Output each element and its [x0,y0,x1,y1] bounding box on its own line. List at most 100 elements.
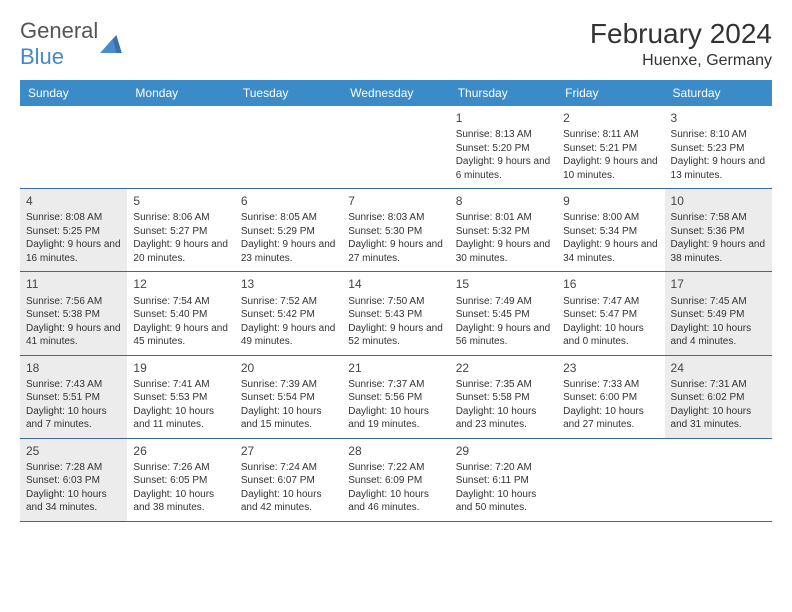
day-cell: 29Sunrise: 7:20 AMSunset: 6:11 PMDayligh… [450,439,557,521]
day-cell: 23Sunrise: 7:33 AMSunset: 6:00 PMDayligh… [557,356,664,438]
day-cell: 25Sunrise: 7:28 AMSunset: 6:03 PMDayligh… [20,439,127,521]
day-detail-line: Daylight: 10 hours and 11 minutes. [133,405,228,432]
day-cell: 21Sunrise: 7:37 AMSunset: 5:56 PMDayligh… [342,356,449,438]
day-detail-line: Daylight: 9 hours and 56 minutes. [456,322,551,349]
day-number: 24 [671,360,766,376]
day-detail-line: Daylight: 9 hours and 16 minutes. [26,238,121,265]
logo-word1: General [20,18,98,43]
day-detail-line: Sunset: 5:43 PM [348,308,443,322]
day-detail-line: Sunset: 5:36 PM [671,225,766,239]
day-detail-line: Daylight: 10 hours and 15 minutes. [241,405,336,432]
day-detail-line: Daylight: 9 hours and 49 minutes. [241,322,336,349]
day-number: 23 [563,360,658,376]
day-detail-line: Sunrise: 7:49 AM [456,295,551,309]
day-detail-line: Daylight: 9 hours and 34 minutes. [563,238,658,265]
day-detail-line: Sunrise: 7:52 AM [241,295,336,309]
day-detail-line: Sunset: 5:21 PM [563,142,658,156]
day-number: 27 [241,443,336,459]
day-detail-line: Sunset: 6:07 PM [241,474,336,488]
day-cell [665,439,772,521]
day-detail-line: Daylight: 10 hours and 27 minutes. [563,405,658,432]
day-detail-line: Daylight: 10 hours and 0 minutes. [563,322,658,349]
day-detail-line: Sunrise: 7:54 AM [133,295,228,309]
day-detail-line: Sunset: 6:03 PM [26,474,121,488]
day-cell: 28Sunrise: 7:22 AMSunset: 6:09 PMDayligh… [342,439,449,521]
logo-triangle-icon [100,35,122,53]
day-detail-line: Daylight: 10 hours and 7 minutes. [26,405,121,432]
day-detail-line: Sunrise: 7:58 AM [671,211,766,225]
logo-text: General Blue [20,18,98,70]
day-cell [127,106,234,188]
day-number: 3 [671,110,766,126]
day-number: 26 [133,443,228,459]
day-number: 14 [348,276,443,292]
day-detail-line: Sunset: 5:58 PM [456,391,551,405]
week-row: 11Sunrise: 7:56 AMSunset: 5:38 PMDayligh… [20,272,772,355]
calendar-page: General Blue February 2024 Huenxe, Germa… [0,0,792,540]
day-number: 28 [348,443,443,459]
day-header: Friday [557,80,664,106]
day-detail-line: Sunrise: 7:31 AM [671,378,766,392]
day-header-row: SundayMondayTuesdayWednesdayThursdayFrid… [20,80,772,106]
day-detail-line: Sunset: 5:38 PM [26,308,121,322]
calendar: SundayMondayTuesdayWednesdayThursdayFrid… [20,80,772,522]
day-number: 15 [456,276,551,292]
day-cell: 14 Sunrise: 7:50 AMSunset: 5:43 PMDayligh… [342,272,449,354]
day-detail-line: Sunset: 5:27 PM [133,225,228,239]
day-cell [235,106,342,188]
day-cell: 26Sunrise: 7:26 AMSunset: 6:05 PMDayligh… [127,439,234,521]
week-row: 25Sunrise: 7:28 AMSunset: 6:03 PMDayligh… [20,439,772,522]
day-cell: 7Sunrise: 8:03 AMSunset: 5:30 PMDaylight… [342,189,449,271]
day-detail-line: Sunset: 5:34 PM [563,225,658,239]
day-detail-line: Sunrise: 7:28 AM [26,461,121,475]
day-detail-line: Sunrise: 8:05 AM [241,211,336,225]
day-cell: 16Sunrise: 7:47 AMSunset: 5:47 PMDayligh… [557,272,664,354]
day-cell: 11Sunrise: 7:56 AMSunset: 5:38 PMDayligh… [20,272,127,354]
day-number: 9 [563,193,658,209]
day-cell: 4Sunrise: 8:08 AMSunset: 5:25 PMDaylight… [20,189,127,271]
day-cell: 19Sunrise: 7:41 AMSunset: 5:53 PMDayligh… [127,356,234,438]
day-cell: 6Sunrise: 8:05 AMSunset: 5:29 PMDaylight… [235,189,342,271]
day-number: 8 [456,193,551,209]
day-detail-line: Sunset: 6:09 PM [348,474,443,488]
day-detail-line: Sunset: 5:25 PM [26,225,121,239]
day-header: Saturday [665,80,772,106]
day-detail-line: Sunrise: 8:11 AM [563,128,658,142]
day-detail-line: Daylight: 10 hours and 46 minutes. [348,488,443,515]
day-cell: 10Sunrise: 7:58 AMSunset: 5:36 PMDayligh… [665,189,772,271]
day-detail-line: Sunrise: 7:47 AM [563,295,658,309]
header: General Blue February 2024 Huenxe, Germa… [20,18,772,70]
day-cell: 3Sunrise: 8:10 AMSunset: 5:23 PMDaylight… [665,106,772,188]
day-detail-line: Daylight: 9 hours and 45 minutes. [133,322,228,349]
day-detail-line: Sunrise: 7:20 AM [456,461,551,475]
day-detail-line: Daylight: 9 hours and 52 minutes. [348,322,443,349]
day-cell: 18Sunrise: 7:43 AMSunset: 5:51 PMDayligh… [20,356,127,438]
day-detail-line: Sunset: 5:20 PM [456,142,551,156]
day-detail-line: Sunrise: 7:50 AM [348,295,443,309]
day-detail-line: Sunset: 5:53 PM [133,391,228,405]
day-cell [20,106,127,188]
day-cell: 9Sunrise: 8:00 AMSunset: 5:34 PMDaylight… [557,189,664,271]
day-cell: 24Sunrise: 7:31 AMSunset: 6:02 PMDayligh… [665,356,772,438]
day-detail-line: Sunset: 5:49 PM [671,308,766,322]
day-number: 10 [671,193,766,209]
day-detail-line: Sunset: 6:02 PM [671,391,766,405]
day-number: 5 [133,193,228,209]
day-detail-line: Sunset: 5:47 PM [563,308,658,322]
day-detail-line: Sunrise: 7:35 AM [456,378,551,392]
day-cell: 20Sunrise: 7:39 AMSunset: 5:54 PMDayligh… [235,356,342,438]
day-detail-line: Daylight: 9 hours and 6 minutes. [456,155,551,182]
week-row: 4Sunrise: 8:08 AMSunset: 5:25 PMDaylight… [20,189,772,272]
day-detail-line: Sunset: 6:11 PM [456,474,551,488]
day-detail-line: Daylight: 10 hours and 4 minutes. [671,322,766,349]
day-number: 22 [456,360,551,376]
day-detail-line: Sunset: 5:51 PM [26,391,121,405]
day-cell: 13Sunrise: 7:52 AMSunset: 5:42 PMDayligh… [235,272,342,354]
day-cell [342,106,449,188]
day-detail-line: Sunrise: 8:03 AM [348,211,443,225]
day-header: Tuesday [235,80,342,106]
day-header: Monday [127,80,234,106]
day-number: 19 [133,360,228,376]
day-number: 4 [26,193,121,209]
day-cell: 5Sunrise: 8:06 AMSunset: 5:27 PMDaylight… [127,189,234,271]
